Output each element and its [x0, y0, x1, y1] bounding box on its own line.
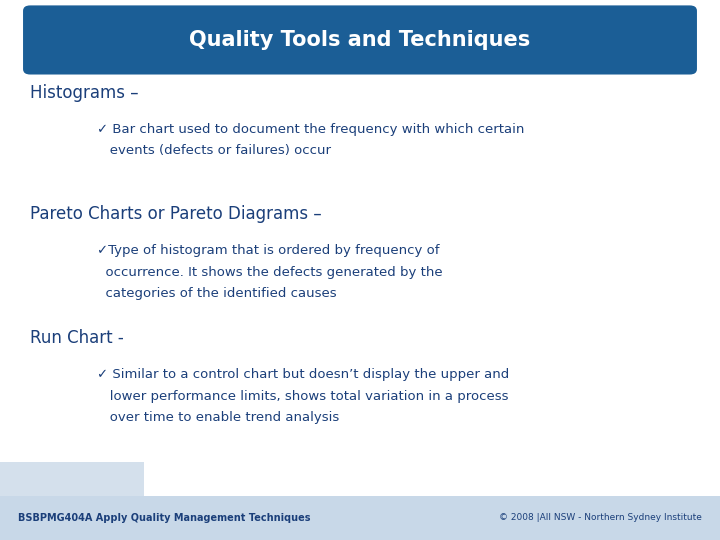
Text: Run Chart -: Run Chart -: [30, 329, 124, 347]
Text: © 2008 |All NSW - Northern Sydney Institute: © 2008 |All NSW - Northern Sydney Instit…: [499, 514, 702, 522]
FancyBboxPatch shape: [23, 5, 697, 75]
Text: events (defects or failures) occur: events (defects or failures) occur: [97, 144, 331, 157]
Text: Histograms –: Histograms –: [30, 84, 139, 102]
Text: ✓ Similar to a control chart but doesn’t display the upper and: ✓ Similar to a control chart but doesn’t…: [97, 368, 510, 381]
Text: over time to enable trend analysis: over time to enable trend analysis: [97, 411, 339, 424]
Text: ✓Type of histogram that is ordered by frequency of: ✓Type of histogram that is ordered by fr…: [97, 244, 440, 257]
Bar: [0, 496, 720, 540]
Text: Quality Tools and Techniques: Quality Tools and Techniques: [189, 30, 531, 50]
Text: lower performance limits, shows total variation in a process: lower performance limits, shows total va…: [97, 390, 509, 403]
Text: categories of the identified causes: categories of the identified causes: [97, 287, 337, 300]
Text: occurrence. It shows the defects generated by the: occurrence. It shows the defects generat…: [97, 266, 443, 279]
Text: BSBPMG404A Apply Quality Management Techniques: BSBPMG404A Apply Quality Management Tech…: [18, 513, 310, 523]
Text: ✓ Bar chart used to document the frequency with which certain: ✓ Bar chart used to document the frequen…: [97, 123, 525, 136]
Bar: [0, 462, 144, 497]
Text: Pareto Charts or Pareto Diagrams –: Pareto Charts or Pareto Diagrams –: [30, 205, 322, 223]
